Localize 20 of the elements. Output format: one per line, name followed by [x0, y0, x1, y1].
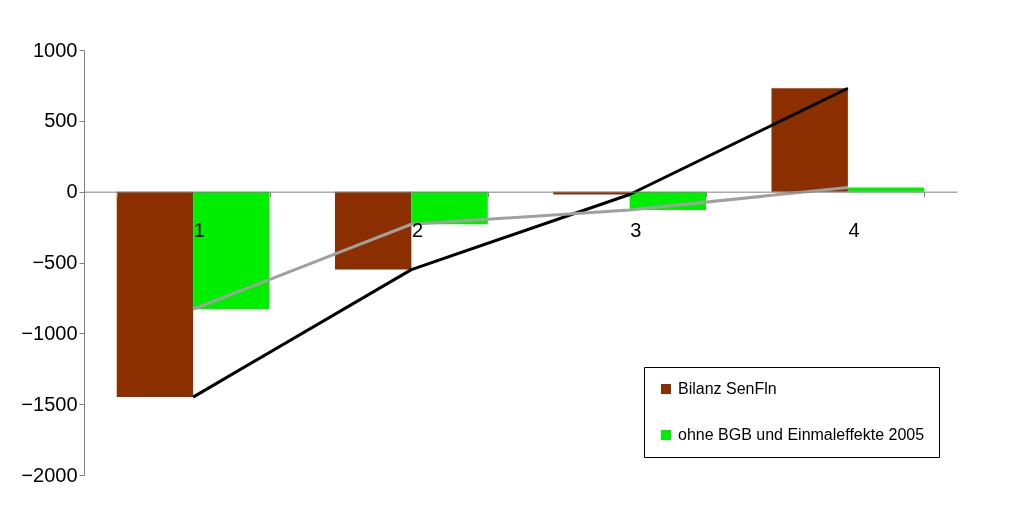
x-tick-label: 3	[630, 219, 642, 242]
line-series	[191, 86, 850, 399]
line-series	[191, 185, 850, 311]
legend-label: ohne BGB und Einmaleffekte 2005	[678, 426, 925, 443]
legend-label: Bilanz SenFln	[678, 380, 777, 397]
y-tick-label: −2000	[21, 463, 78, 486]
y-tick-label: −1500	[21, 392, 78, 415]
bar	[193, 191, 270, 310]
y-tick-label: −1000	[21, 321, 78, 344]
bar	[116, 191, 194, 398]
x-tick-label: 4	[848, 219, 860, 242]
bar	[847, 187, 925, 192]
y-tick-label: 1000	[33, 38, 78, 61]
y-tick-label: 500	[44, 109, 78, 132]
y-tick-label: −500	[32, 251, 78, 273]
bar	[771, 88, 848, 192]
x-tick-label: 2	[411, 219, 423, 242]
y-tick-label: 0	[66, 180, 78, 203]
x-tick-label: 1	[193, 219, 205, 242]
bar	[334, 191, 412, 270]
